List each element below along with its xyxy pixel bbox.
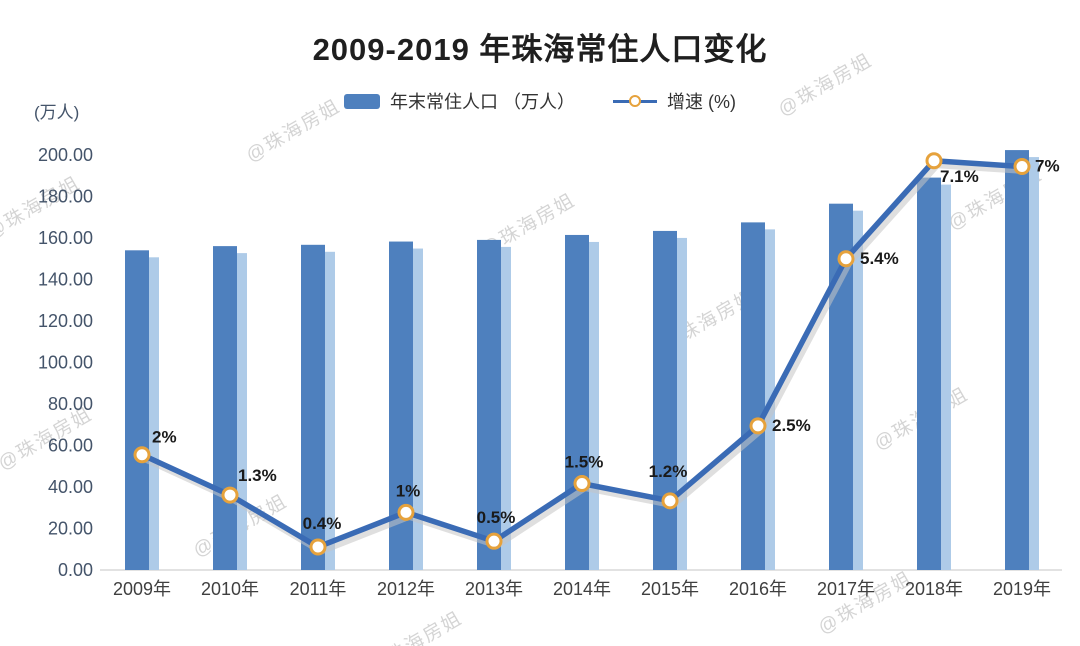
bar — [125, 250, 159, 570]
legend-item-population: 年末常住人口 （万人） — [344, 88, 575, 114]
growth-data-label: 1.2% — [649, 462, 688, 481]
bar — [917, 177, 951, 571]
growth-line-marker-icon — [573, 475, 591, 493]
legend: 年末常住人口 （万人） 增速 (%) — [0, 88, 1080, 114]
y-axis-tick-label: 100.00 — [38, 353, 93, 373]
x-axis-tick-label: 2013年 — [465, 579, 523, 599]
bar-body — [213, 246, 237, 570]
y-axis-tick-label: 120.00 — [38, 311, 93, 331]
growth-data-label: 1.5% — [565, 453, 604, 472]
bar-body — [741, 222, 765, 570]
growth-line-marker-icon — [397, 503, 415, 521]
x-axis-tick-label: 2019年 — [993, 579, 1051, 599]
x-axis-tick-label: 2009年 — [113, 579, 171, 599]
growth-data-label: 1% — [396, 481, 421, 500]
bar — [213, 246, 247, 570]
growth-data-label: 5.4% — [860, 249, 899, 268]
x-axis-tick-label: 2016年 — [729, 579, 787, 599]
x-axis-tick-label: 2010年 — [201, 579, 259, 599]
growth-data-label: 7% — [1035, 157, 1060, 176]
growth-data-label: 7.1% — [940, 167, 979, 186]
growth-data-label: 1.3% — [238, 466, 277, 485]
bar-body — [301, 244, 325, 570]
growth-line-marker-icon — [485, 532, 503, 550]
bar-body — [1005, 150, 1029, 570]
growth-data-label: 2% — [152, 428, 177, 447]
growth-data-label: 2.5% — [772, 416, 811, 435]
growth-line-marker-icon — [1013, 158, 1031, 176]
y-axis-tick-label: 0.00 — [58, 560, 93, 580]
y-axis-tick-label: 180.00 — [38, 187, 93, 207]
growth-line-marker-icon — [221, 486, 239, 504]
y-axis-tick-label: 200.00 — [38, 145, 93, 165]
x-axis-tick-label: 2015年 — [641, 579, 699, 599]
y-axis-tick-label: 60.00 — [48, 436, 93, 456]
bar-body — [565, 234, 589, 570]
line-series-swatch-icon — [613, 94, 657, 108]
legend-label-population: 年末常住人口 （万人） — [390, 92, 575, 112]
y-axis-tick-label: 20.00 — [48, 519, 93, 539]
y-axis-tick-label: 140.00 — [38, 270, 93, 290]
bar-body — [917, 177, 941, 571]
bar-body — [125, 250, 149, 570]
line-swatch-marker-icon — [629, 95, 641, 107]
growth-line-marker-icon — [749, 417, 767, 435]
x-axis-tick-label: 2011年 — [290, 579, 347, 599]
x-axis-tick-label: 2014年 — [553, 579, 611, 599]
bar — [301, 244, 335, 570]
x-axis-tick-label: 2018年 — [905, 579, 963, 599]
growth-line-marker-icon — [661, 492, 679, 510]
y-axis-tick-label: 40.00 — [48, 477, 93, 497]
y-axis-tick-label: 160.00 — [38, 228, 93, 248]
bar — [653, 230, 687, 570]
growth-line-marker-icon — [925, 152, 943, 170]
y-axis-unit-label: (万人) — [34, 103, 80, 122]
x-axis-tick-label: 2012年 — [377, 579, 435, 599]
bar — [565, 234, 599, 570]
bar — [741, 222, 775, 570]
growth-line-marker-icon — [309, 538, 327, 556]
bar — [1005, 150, 1039, 570]
y-axis-tick-label: 80.00 — [48, 394, 93, 414]
chart-title: 2009-2019 年珠海常住人口变化 — [312, 32, 768, 67]
growth-data-label: 0.4% — [303, 514, 342, 533]
legend-label-growth: 增速 (%) — [667, 92, 736, 112]
legend-item-growth: 增速 (%) — [613, 88, 736, 114]
growth-line-marker-icon — [133, 446, 151, 464]
bar — [477, 239, 511, 570]
x-axis-tick-label: 2017年 — [817, 579, 875, 599]
growth-line-marker-icon — [837, 250, 855, 268]
bar-series-swatch-icon — [344, 93, 380, 109]
growth-data-label: 0.5% — [477, 508, 516, 527]
bar-body — [477, 239, 501, 570]
bar-body — [653, 230, 677, 570]
